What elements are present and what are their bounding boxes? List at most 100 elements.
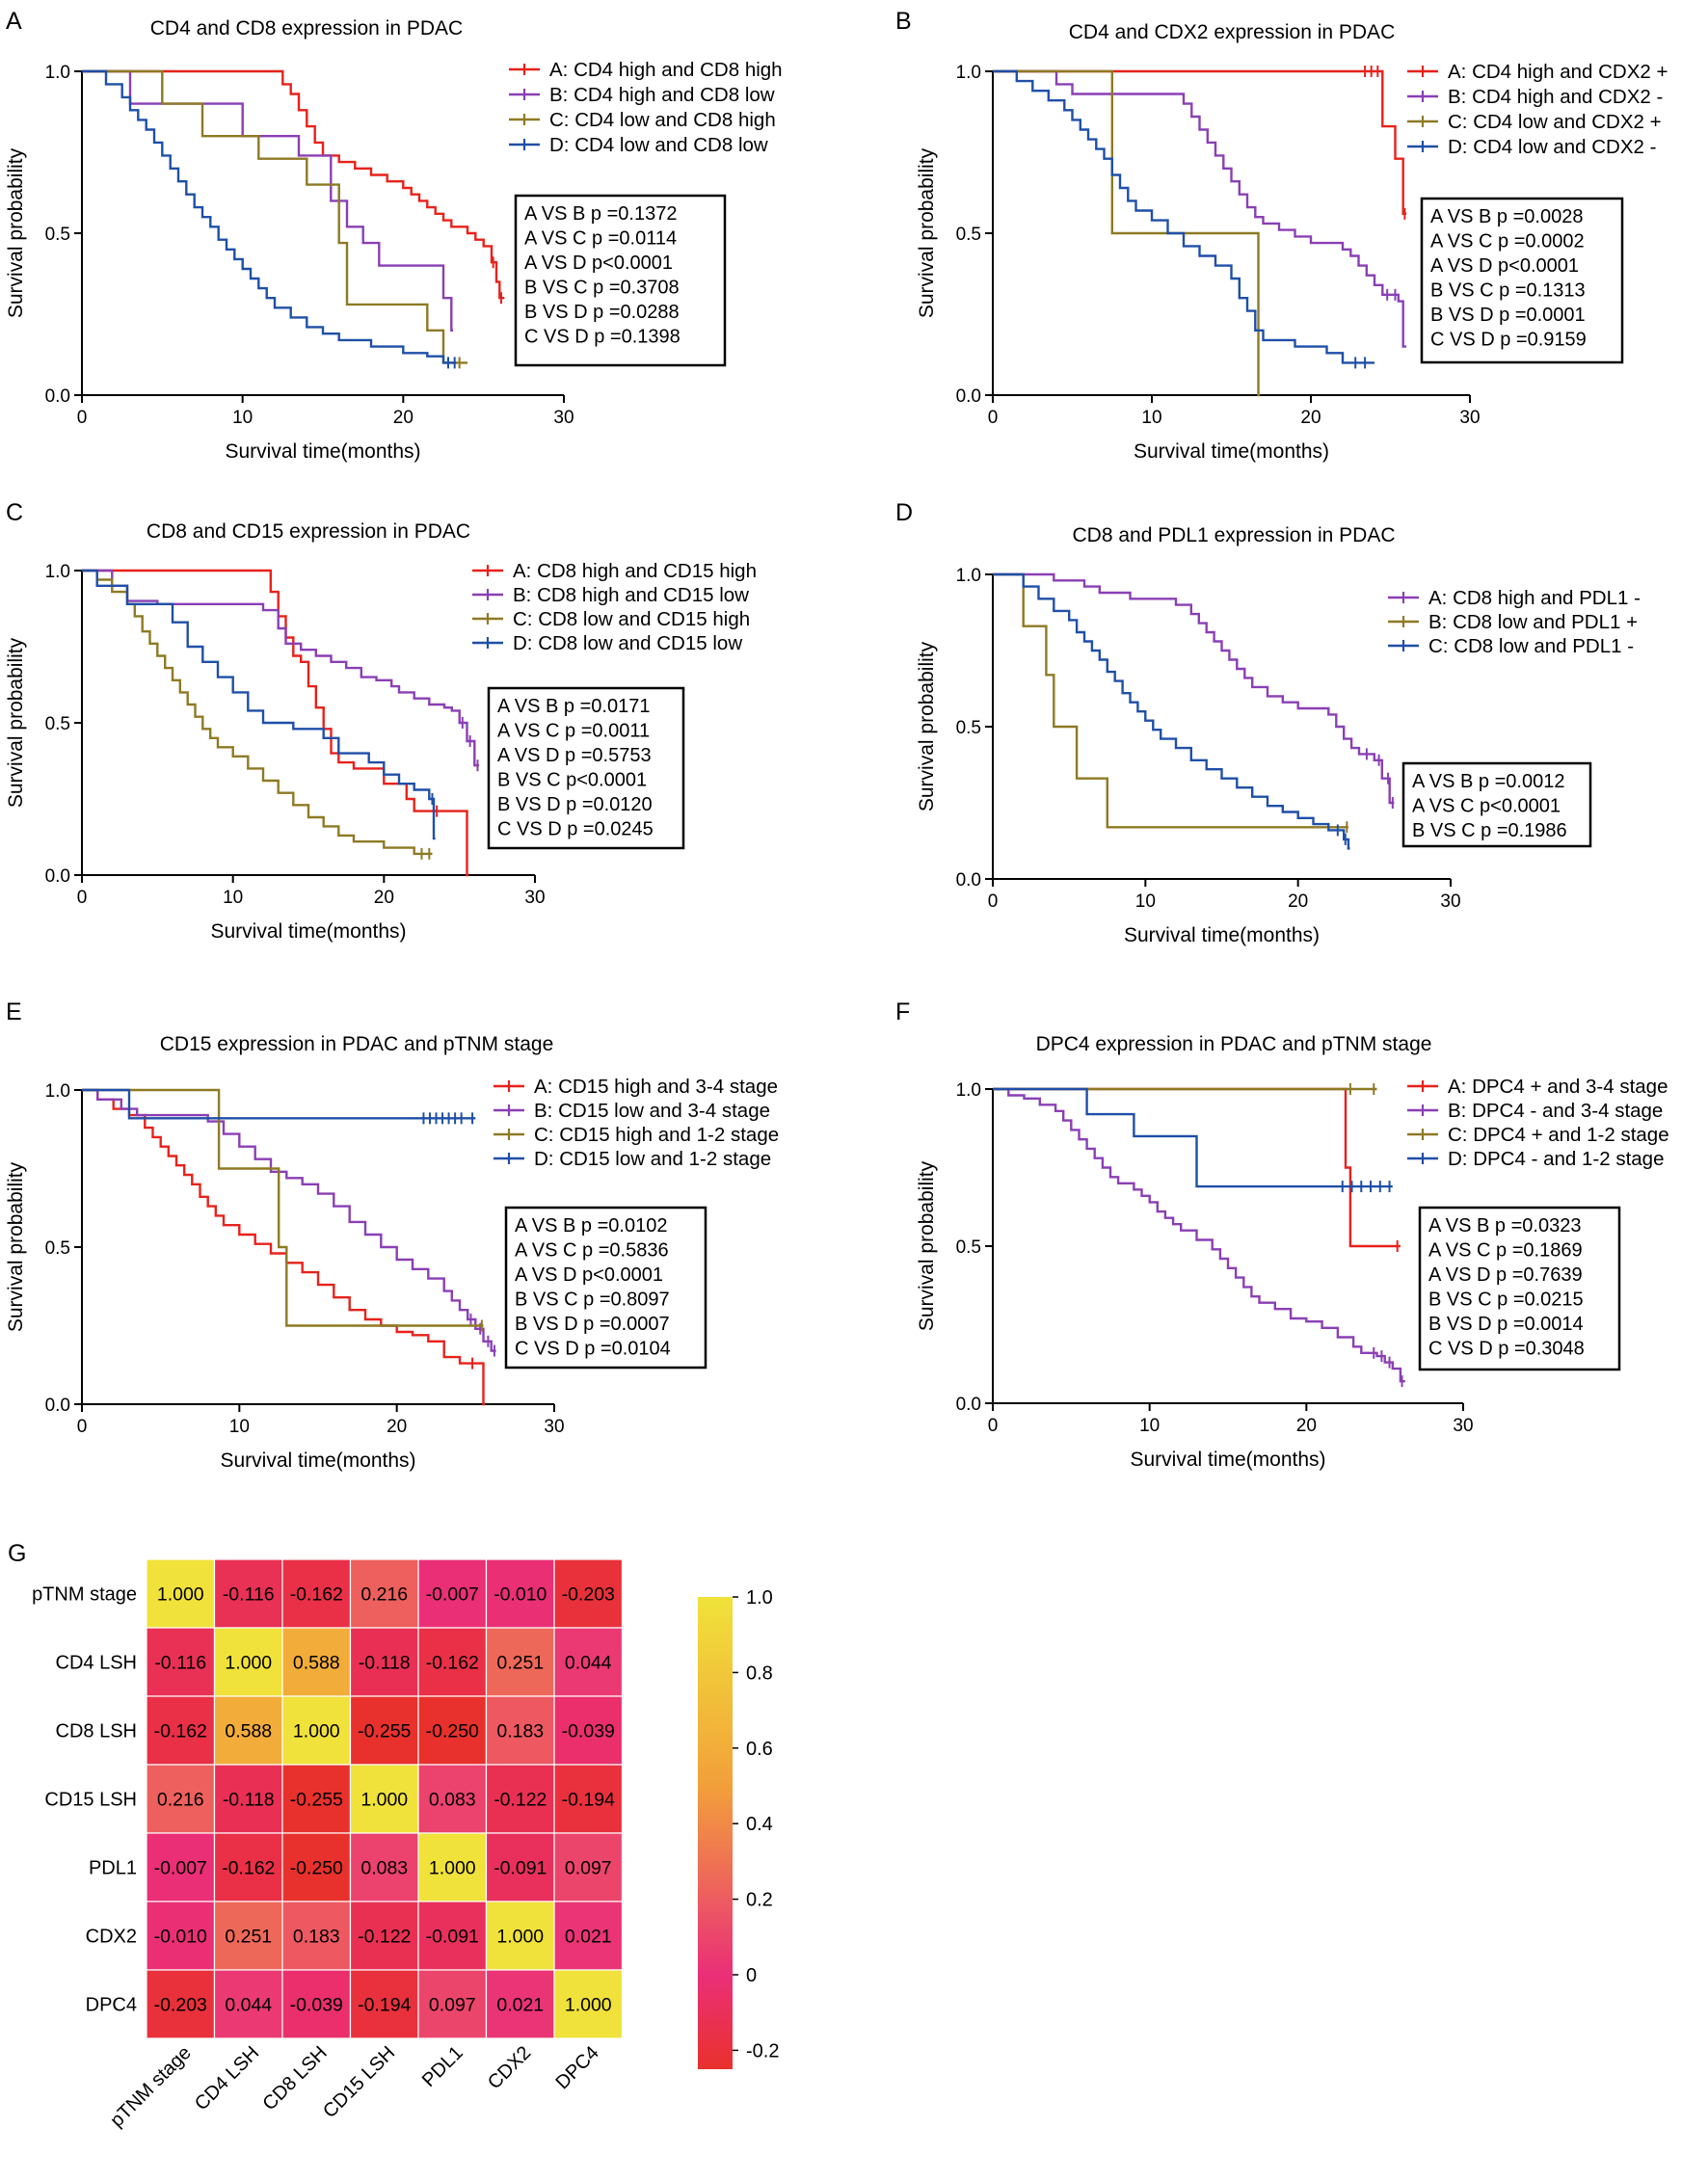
x-tick-label: 0 bbox=[988, 1416, 999, 1436]
heatmap-cell bbox=[349, 1764, 419, 1834]
km-panel-e: E CD15 expression in PDAC and pTNM stage 0… bbox=[5, 998, 779, 1472]
x-axis-label: Survival time(months) bbox=[225, 440, 420, 463]
km-curve-b bbox=[82, 569, 479, 767]
legend-entry: C: CD8 low and PDL1 - bbox=[1428, 635, 1634, 657]
km-curve-a bbox=[82, 69, 505, 300]
km-panel-b: B CD4 and CDX2 expression in PDAC 0 10 20 30 0… bbox=[895, 8, 1668, 463]
heatmap-cell-value: -0.162 bbox=[290, 1584, 343, 1606]
x-tick-label: 30 bbox=[1440, 891, 1460, 912]
chart-title: CD15 expression in PDAC and pTNM stage bbox=[160, 1033, 554, 1055]
heatmap-cell bbox=[553, 1901, 624, 1971]
x-tick-label: 20 bbox=[374, 888, 394, 908]
colorbar-tick-label: 0.8 bbox=[746, 1662, 773, 1684]
y-tick-label: 0.0 bbox=[45, 866, 70, 887]
p-value-text: B VS D p =0.0120 bbox=[497, 794, 653, 815]
p-value-text: A VS C p =0.0011 bbox=[497, 721, 650, 742]
km-curve-d bbox=[993, 69, 1374, 364]
heatmap-cell-value: -0.091 bbox=[426, 1927, 479, 1948]
colorbar-tick-label: 1.0 bbox=[746, 1587, 773, 1609]
p-value-text: B VS C p =0.8097 bbox=[515, 1290, 670, 1311]
km-curve-a bbox=[993, 69, 1406, 215]
p-value-box bbox=[1401, 761, 1592, 848]
x-tick-label: 20 bbox=[1300, 408, 1321, 428]
heatmap-cell-value: -0.194 bbox=[562, 1790, 615, 1811]
p-value-box bbox=[514, 194, 727, 367]
y-tick-label: 0.5 bbox=[956, 225, 981, 245]
x-tick-label: 10 bbox=[1139, 1416, 1160, 1436]
x-axis-label: Survival time(months) bbox=[1134, 440, 1329, 463]
km-curve-b bbox=[993, 572, 1348, 829]
heatmap-cell bbox=[213, 1901, 283, 1971]
heatmap-cell-value: -0.203 bbox=[154, 1995, 207, 2016]
p-value-text: A VS B p =0.0323 bbox=[1428, 1215, 1581, 1237]
heatmap-cell-value: 0.021 bbox=[565, 1927, 612, 1948]
heatmap-row-label: PDL1 bbox=[89, 1858, 137, 1879]
heatmap-cell bbox=[213, 1969, 283, 2039]
heatmap-cell-value: 0.183 bbox=[496, 1721, 544, 1742]
heatmap-cell bbox=[349, 1627, 419, 1697]
heatmap-cell bbox=[281, 1558, 352, 1629]
y-tick-label: 0.5 bbox=[45, 1238, 70, 1259]
heatmap-cell bbox=[146, 1558, 216, 1629]
chart-title: CD4 and CDX2 expression in PDAC bbox=[1069, 21, 1395, 43]
heatmap-col-label: CDX2 bbox=[484, 2042, 535, 2093]
heatmap-row-label: CD4 LSH bbox=[56, 1653, 137, 1674]
heatmap-col-label: CD15 LSH bbox=[319, 2042, 399, 2122]
heatmap-cell-value: -0.039 bbox=[562, 1721, 615, 1742]
p-value-text: A VS C p =0.0114 bbox=[524, 228, 677, 250]
heatmap-cell-value: -0.007 bbox=[154, 1858, 207, 1879]
heatmap-cell bbox=[281, 1969, 352, 2039]
colorbar-tick-label: 0.6 bbox=[746, 1739, 773, 1760]
legend-entry: D: CD4 low and CD8 low bbox=[549, 134, 768, 156]
heatmap-cell bbox=[146, 1901, 216, 1971]
heatmap-col-label: CD4 LSH bbox=[191, 2042, 263, 2115]
heatmap-cell-value: -0.162 bbox=[222, 1858, 275, 1879]
panel-label-f: F bbox=[895, 998, 910, 1025]
y-axis-label: Survival probability bbox=[5, 147, 27, 318]
heatmap-cell-value: 0.251 bbox=[225, 1927, 272, 1948]
km-curve-c bbox=[82, 69, 467, 364]
heatmap-cell-value: -0.010 bbox=[494, 1584, 547, 1606]
heatmap-cell-value: -0.007 bbox=[426, 1584, 479, 1606]
p-value-text: A VS C p =0.1869 bbox=[1428, 1240, 1583, 1262]
km-curve-a bbox=[82, 569, 469, 877]
heatmap-cell-value: -0.250 bbox=[426, 1721, 479, 1742]
p-value-text: A VS B p =0.0102 bbox=[515, 1215, 667, 1237]
x-tick-label: 30 bbox=[553, 408, 574, 428]
km-curve-a bbox=[82, 1088, 486, 1406]
panel-label-b: B bbox=[895, 8, 912, 35]
p-value-text: A VS D p<0.0001 bbox=[524, 253, 673, 274]
heatmap-col-label: PDL1 bbox=[418, 2042, 467, 2091]
legend-entry: B: CD4 high and CDX2 - bbox=[1448, 86, 1663, 108]
legend-entry: A: CD8 high and CD15 high bbox=[513, 560, 757, 582]
legend-entry: A: CD8 high and PDL1 - bbox=[1428, 587, 1641, 609]
heatmap-cell-value: -0.194 bbox=[358, 1995, 411, 2016]
legend-entry: A: CD4 high and CDX2 + bbox=[1448, 61, 1668, 83]
x-tick-label: 30 bbox=[1459, 408, 1480, 428]
heatmap-cell-value: 0.097 bbox=[565, 1858, 612, 1879]
colorbar bbox=[698, 1597, 733, 2069]
colorbar-tick-label: 0 bbox=[746, 1965, 757, 1986]
heatmap-cell-value: 1.000 bbox=[496, 1927, 544, 1948]
y-tick-label: 0.5 bbox=[956, 1237, 981, 1258]
legend-entry: D: CD15 low and 1-2 stage bbox=[534, 1148, 771, 1170]
p-value-text: B VS D p =0.0014 bbox=[1428, 1314, 1584, 1335]
legend-entry: C: DPC4 + and 1-2 stage bbox=[1448, 1124, 1669, 1146]
km-curve-c bbox=[82, 1088, 484, 1327]
heatmap-col-label: CD8 LSH bbox=[258, 2042, 331, 2115]
chart-title: CD8 and PDL1 expression in PDAC bbox=[1073, 524, 1396, 546]
heatmap-cell-value: -0.162 bbox=[154, 1721, 207, 1742]
heatmap-cell-value: -0.203 bbox=[562, 1584, 615, 1606]
x-tick-label: 30 bbox=[1453, 1416, 1473, 1436]
km-curve-b bbox=[82, 69, 453, 332]
heatmap-cell-value: -0.255 bbox=[290, 1790, 343, 1811]
heatmap-cell-value: 0.216 bbox=[157, 1790, 204, 1811]
p-value-text: A VS B p =0.1372 bbox=[524, 203, 677, 225]
x-tick-label: 30 bbox=[524, 888, 545, 908]
heatmap-row-label: pTNM stage bbox=[32, 1584, 137, 1606]
legend-entry: C: CD8 low and CD15 high bbox=[513, 608, 750, 630]
heatmap-row-label: CD15 LSH bbox=[44, 1790, 137, 1811]
panel-label-a: A bbox=[6, 8, 22, 35]
p-value-text: C VS D p =0.0245 bbox=[497, 819, 654, 840]
heatmap-row-label: CD8 LSH bbox=[56, 1721, 137, 1742]
